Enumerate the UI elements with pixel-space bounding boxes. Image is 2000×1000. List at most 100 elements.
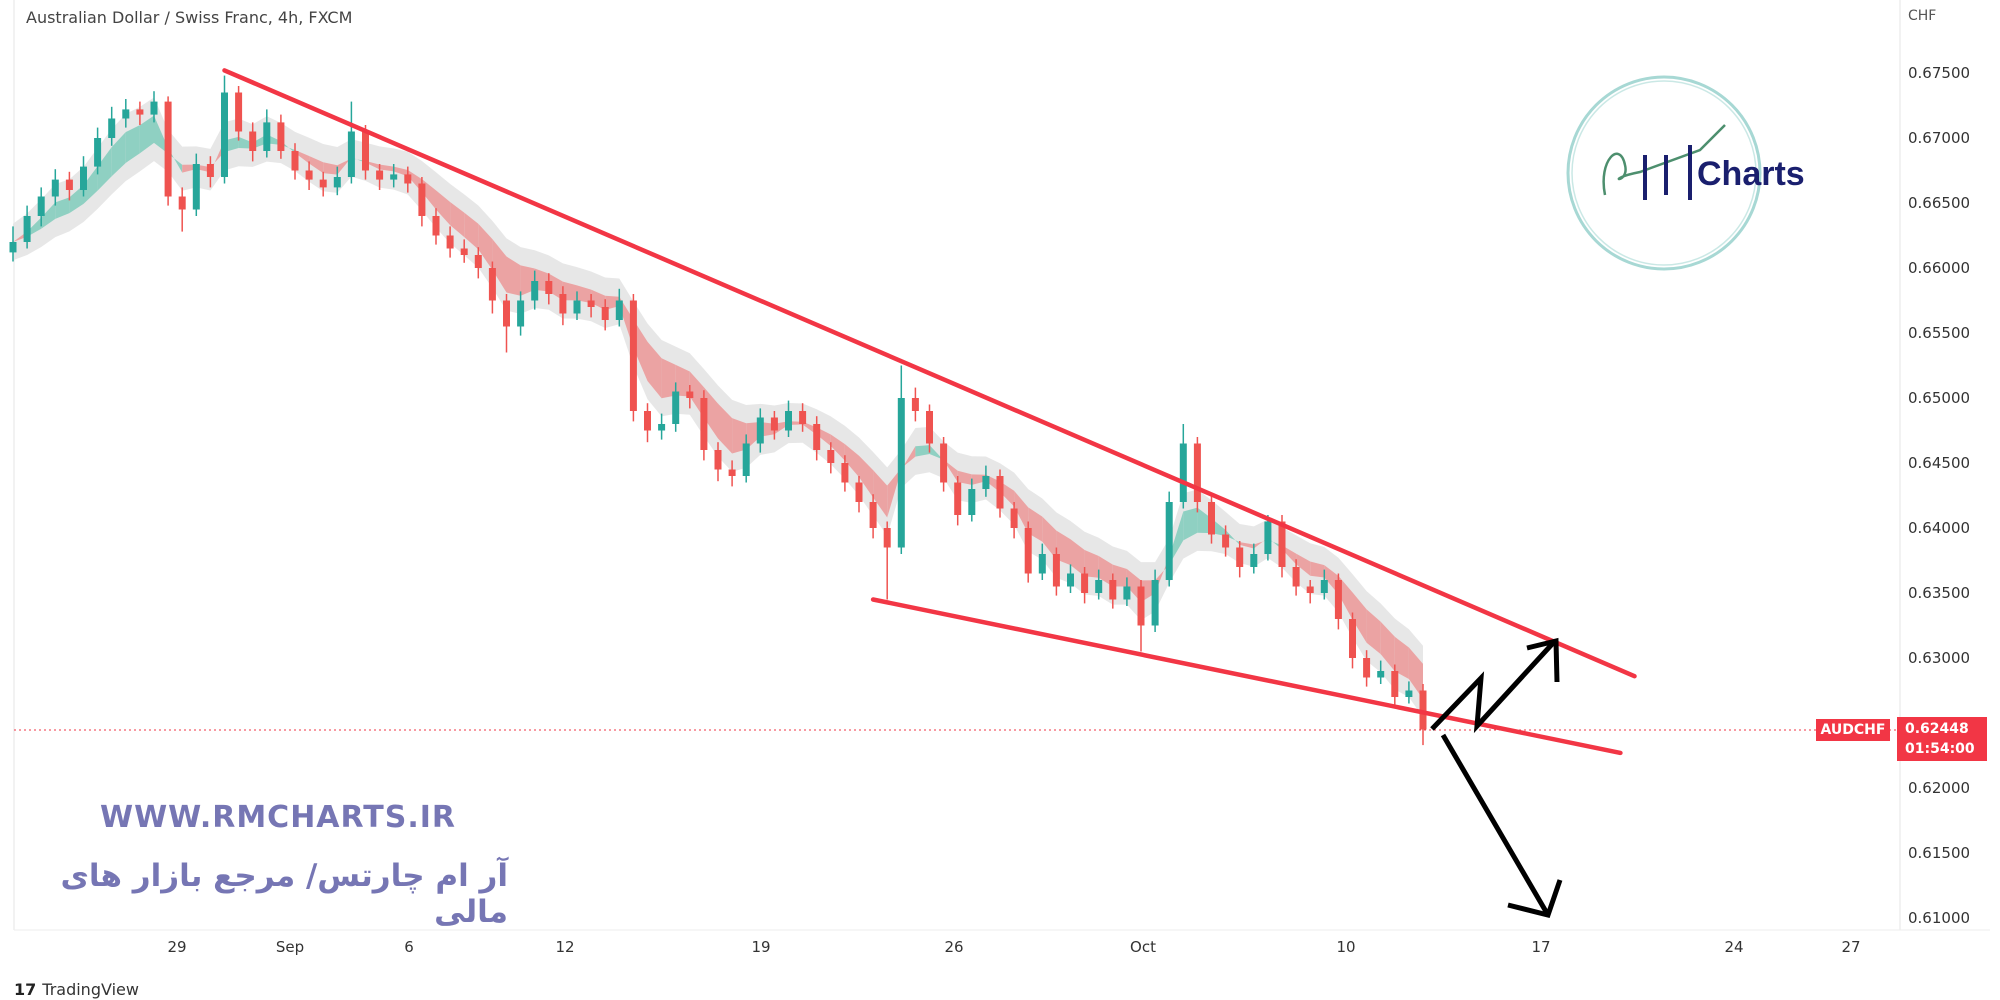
ma-cloud-segment — [309, 155, 324, 174]
candle-body — [1052, 554, 1060, 587]
candle — [615, 288, 623, 327]
candle-body — [841, 463, 849, 483]
candle-body — [37, 196, 45, 216]
candle — [221, 75, 228, 184]
ma-cloud-segment — [1239, 542, 1254, 549]
ma-cloud-segment — [1141, 580, 1156, 603]
ma-cloud-segment — [1183, 507, 1198, 541]
candle — [37, 187, 45, 227]
ma-cloud-segment — [393, 166, 408, 177]
down-arrow-path — [1440, 733, 1551, 917]
ma-cloud-segment — [1211, 518, 1226, 536]
candle — [968, 478, 976, 522]
candle-body — [883, 528, 891, 548]
rm-charts-logo — [1566, 75, 1762, 271]
candle — [1363, 650, 1371, 687]
candle — [1377, 660, 1385, 684]
candle-body — [1095, 580, 1103, 593]
candle — [1067, 564, 1074, 593]
ma-cloud-segment — [830, 434, 845, 461]
candle-body — [235, 92, 243, 132]
ma-cloud-segment — [971, 474, 986, 485]
candle — [883, 521, 891, 600]
price-axis-label: 0.64500 — [1908, 454, 1971, 472]
ma-cloud-segment — [760, 422, 775, 437]
candle — [1236, 541, 1244, 578]
logo-charts-text: Charts — [1697, 155, 1805, 193]
candle-body — [1405, 690, 1413, 697]
candle-body — [1292, 567, 1300, 587]
candle-body — [700, 398, 708, 450]
candle-body — [1306, 586, 1314, 593]
candle-body — [1222, 534, 1230, 548]
candle — [362, 125, 369, 180]
candle — [503, 294, 510, 353]
candle — [1405, 681, 1413, 704]
time-axis-label: 29 — [167, 938, 187, 956]
candle — [799, 403, 807, 432]
ma-cloud-segment — [1408, 647, 1423, 700]
trendlines — [222, 68, 1637, 756]
candle — [517, 291, 525, 336]
ma-cloud-segment — [1155, 556, 1170, 594]
candle — [658, 413, 666, 440]
candle — [770, 411, 778, 440]
watermark-tagline: آر ام چارتس/ مرجع بازار های مالی — [60, 858, 508, 930]
ma-cloud-segment — [266, 134, 281, 145]
candle — [164, 96, 172, 206]
candle-body — [531, 281, 539, 301]
candle — [488, 261, 496, 314]
time-axis-label: 10 — [1336, 938, 1356, 956]
candle-body — [1349, 619, 1356, 658]
price-axis-label: 0.61000 — [1908, 909, 1971, 927]
candle-body — [1109, 580, 1117, 600]
candle-body — [968, 489, 976, 515]
ma-cloud-segment — [1112, 564, 1127, 587]
candle-body — [474, 255, 482, 268]
candle — [601, 299, 609, 331]
ma-cloud-segment — [675, 364, 690, 397]
candle — [1095, 569, 1103, 600]
up-arrow-path — [1430, 640, 1556, 734]
candle-body — [1363, 658, 1371, 678]
ma-cloud-segment — [1084, 549, 1099, 578]
price-axis-label: 0.66500 — [1908, 194, 1971, 212]
ma-cloud-segment — [365, 160, 380, 170]
candle — [940, 437, 948, 492]
candle — [376, 164, 384, 190]
candle — [1081, 567, 1089, 604]
ma-cloud-segment — [111, 132, 126, 177]
candle-body — [1250, 554, 1258, 567]
time-axis-label: Sep — [275, 938, 305, 956]
candle-body — [1123, 586, 1131, 600]
ma-cloud-segment — [619, 296, 634, 349]
watermark-url: WWW.RMCHARTS.IR — [100, 800, 457, 835]
ma-cloud-segment — [1070, 539, 1085, 577]
candle-body — [221, 92, 228, 177]
candle — [629, 294, 637, 422]
ma-cloud-segment — [337, 157, 352, 175]
ma-cloud-segment — [238, 136, 253, 149]
ma-cloud-segment — [407, 169, 422, 193]
candle — [1024, 521, 1032, 583]
ma-cloud-segment — [1000, 481, 1015, 507]
candle — [559, 286, 567, 326]
candle — [1193, 437, 1201, 513]
candle — [1109, 573, 1117, 609]
tradingview-attribution[interactable]: 𝟭𝟳 TradingView — [14, 980, 139, 999]
ma-cloud-segment — [647, 341, 662, 399]
candle-body — [629, 300, 637, 411]
tradingview-logo-icon: 𝟭𝟳 — [14, 980, 37, 999]
ma-cloud-segment — [816, 427, 831, 447]
ma-cloud-segment — [139, 115, 154, 154]
candle-body — [94, 138, 102, 167]
candle — [573, 291, 581, 320]
candle-body — [319, 179, 327, 188]
candle — [136, 101, 144, 125]
ma-cloud-segment — [887, 468, 902, 518]
candle — [178, 187, 186, 232]
candle-body — [785, 411, 792, 431]
ma-cloud-segment — [957, 470, 972, 485]
candle-body — [460, 248, 468, 255]
